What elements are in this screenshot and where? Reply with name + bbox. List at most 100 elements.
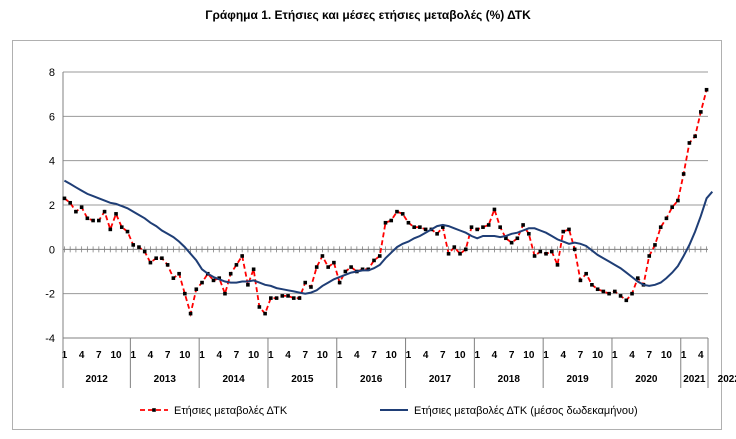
data-point <box>85 216 90 221</box>
data-point <box>291 296 296 300</box>
data-point <box>360 267 365 272</box>
series-layer <box>62 87 714 318</box>
data-point <box>492 207 497 212</box>
data-point <box>211 278 216 283</box>
x-year-label: 2013 <box>154 374 177 385</box>
data-point <box>297 296 302 300</box>
data-point <box>567 227 571 232</box>
data-point <box>62 196 67 201</box>
data-point <box>274 296 279 300</box>
x-month-label: 10 <box>248 350 260 361</box>
data-point <box>372 258 376 263</box>
x-month-label: 7 <box>234 350 240 361</box>
data-point <box>509 240 514 245</box>
data-point <box>240 254 244 258</box>
data-point <box>280 294 285 298</box>
data-point <box>400 212 405 216</box>
data-point <box>286 294 290 298</box>
data-point <box>475 227 480 232</box>
x-month-label: 7 <box>578 350 584 361</box>
data-point <box>194 287 199 292</box>
data-point <box>687 141 692 145</box>
data-point <box>647 254 652 258</box>
x-month-label: 4 <box>285 350 291 361</box>
data-point <box>257 305 262 309</box>
data-point <box>343 269 348 274</box>
data-point <box>664 216 669 221</box>
data-point <box>183 291 187 296</box>
data-point <box>165 263 170 267</box>
y-tick-label: 0 <box>49 244 55 256</box>
data-point <box>91 218 95 223</box>
data-point <box>171 276 176 280</box>
data-point <box>188 311 193 316</box>
y-tick-label: -2 <box>45 289 55 301</box>
data-point <box>670 205 674 210</box>
data-point <box>269 296 273 300</box>
data-point <box>160 256 164 260</box>
x-year-label: 2018 <box>498 374 521 385</box>
x-year-label: 2015 <box>291 374 314 385</box>
data-point <box>332 260 336 265</box>
data-point <box>263 311 267 316</box>
data-point <box>234 263 239 267</box>
x-month-label: 7 <box>302 350 308 361</box>
data-point <box>177 271 181 276</box>
data-point <box>435 232 439 236</box>
data-point <box>326 265 330 269</box>
x-month-label: 4 <box>216 350 222 361</box>
y-tick-label: 4 <box>49 156 55 168</box>
x-month-label: 1 <box>406 350 412 361</box>
data-point <box>377 254 382 258</box>
x-month-label: 4 <box>79 350 85 361</box>
x-month-label: 1 <box>337 350 343 361</box>
data-point <box>452 245 457 249</box>
data-point <box>463 247 468 252</box>
data-point <box>303 280 308 285</box>
data-point <box>349 265 353 269</box>
x-year-label: 2022 <box>718 374 736 385</box>
data-point <box>601 289 606 294</box>
x-month-label: 7 <box>440 350 446 361</box>
data-point <box>228 271 233 276</box>
legend-marker <box>152 408 156 412</box>
series-line-annual <box>63 89 708 318</box>
data-point <box>532 254 537 258</box>
data-point <box>458 251 462 256</box>
data-point <box>521 223 525 227</box>
data-point <box>223 291 227 296</box>
x-month-label: 10 <box>317 350 329 361</box>
data-point <box>624 298 629 303</box>
data-point <box>137 245 141 249</box>
x-month-label: 7 <box>509 350 515 361</box>
data-point <box>148 260 153 265</box>
data-point <box>561 229 566 234</box>
x-month-label: 1 <box>268 350 274 361</box>
x-month-label: 1 <box>612 350 618 361</box>
x-month-label: 4 <box>629 350 635 361</box>
data-point <box>97 218 101 223</box>
x-year-label: 2012 <box>86 374 109 385</box>
data-point <box>246 283 250 287</box>
gridlines <box>63 71 708 339</box>
legend-label-average: Ετήσιες μεταβολές ΔΤΚ (μέσος δωδεκαμήνου… <box>414 405 638 417</box>
data-point <box>469 225 474 229</box>
y-tick-label: 2 <box>49 200 55 212</box>
x-month-label: 10 <box>179 350 191 361</box>
x-month-label: 10 <box>592 350 604 361</box>
data-point <box>572 247 577 252</box>
data-point <box>131 243 136 247</box>
data-point <box>630 291 634 296</box>
data-point <box>125 229 130 234</box>
x-month-label: 10 <box>454 350 466 361</box>
x-month-label: 7 <box>96 350 102 361</box>
data-point <box>68 200 72 205</box>
data-point <box>584 271 588 276</box>
data-point <box>613 289 617 294</box>
x-month-label: 4 <box>423 350 429 361</box>
data-point <box>544 251 548 256</box>
x-month-label: 4 <box>354 350 360 361</box>
x-month-label: 1 <box>130 350 136 361</box>
data-point <box>389 218 394 223</box>
x-year-label: 2021 <box>683 374 706 385</box>
